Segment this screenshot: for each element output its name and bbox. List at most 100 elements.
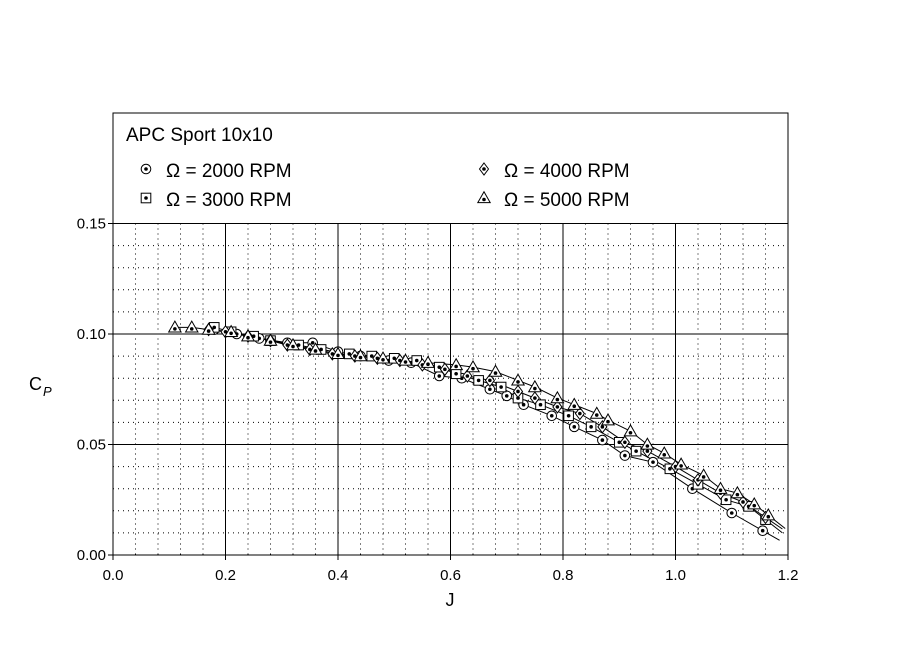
data-point-square: [720, 494, 732, 506]
legend-marker-diamond: [478, 162, 490, 176]
marker-outline: [285, 337, 301, 351]
y-tick-label: 0.00: [77, 547, 106, 564]
axis-ticks: 0.0 0.2 0.4 0.6 0.8 1.0 1.2 0.00 0.05 0.10 0.15: [77, 216, 799, 585]
data-point-triangle: [375, 351, 391, 364]
marker-outline: [398, 353, 413, 366]
data-point-square: [535, 399, 546, 411]
data-point-circle: [484, 383, 496, 395]
marker-center-dot: [336, 353, 340, 358]
legend-label: Ω = 5000 RPM: [504, 190, 630, 211]
marker-center-dot: [476, 378, 481, 383]
data-point-circle: [726, 507, 738, 519]
data-point-diamond: [574, 406, 585, 421]
marker-center-dot: [144, 196, 148, 200]
marker-outline: [201, 322, 216, 335]
data-point-triangle: [449, 357, 464, 371]
marker-outline: [330, 346, 346, 360]
data-point-circle: [501, 390, 513, 402]
marker-center-dot: [482, 197, 486, 202]
x-tick-label: 0.2: [215, 567, 236, 584]
marker-center-dot: [752, 503, 757, 508]
data-point-diamond: [439, 362, 450, 377]
data-point-triangle: [465, 359, 481, 373]
x-tick-label: 0.6: [440, 567, 461, 584]
data-point-square: [473, 375, 484, 386]
marker-center-dot: [634, 449, 638, 453]
marker-outline: [308, 342, 323, 355]
data-point-triangle: [761, 508, 776, 521]
data-point-diamond: [552, 400, 563, 414]
marker-center-dot: [414, 358, 419, 363]
legend-label: Ω = 3000 RPM: [166, 190, 292, 211]
marker-center-dot: [308, 347, 312, 352]
data-point-square: [630, 445, 642, 457]
data-point-triangle: [567, 397, 582, 410]
data-point-circle: [568, 421, 580, 433]
marker-center-dot: [724, 497, 728, 502]
marker-outline: [640, 437, 655, 450]
data-point-triangle: [510, 373, 526, 386]
x-tick-label: 0.8: [553, 567, 574, 584]
legend: APC Sport 10x10 Ω = 2000 RPM Ω = 3000 RPM…: [126, 125, 630, 211]
marker-outline: [623, 424, 638, 437]
marker-center-dot: [566, 413, 571, 418]
marker-center-dot: [173, 327, 177, 331]
marker-center-dot: [628, 430, 633, 435]
marker-outline: [527, 379, 542, 393]
data-point-circle: [619, 450, 631, 461]
data-point-triangle: [398, 353, 413, 366]
data-point-triangle: [353, 348, 368, 362]
marker-center-dot: [533, 386, 537, 391]
data-point-square: [664, 463, 676, 475]
y-axis-label-subscript: P: [43, 384, 52, 399]
marker-center-dot: [443, 367, 447, 372]
marker-center-dot: [662, 453, 667, 457]
marker-center-dot: [358, 355, 363, 360]
marker-center-dot: [572, 404, 577, 409]
data-point-triangle: [240, 329, 256, 342]
marker-center-dot: [735, 492, 740, 497]
marker-center-dot: [679, 464, 683, 468]
data-point-triangle: [330, 346, 346, 360]
data-point-triangle: [184, 320, 199, 333]
data-point-triangle: [674, 457, 689, 470]
data-point-triangle: [308, 342, 323, 355]
marker-center-dot: [701, 475, 706, 479]
data-point-triangle: [263, 333, 278, 346]
marker-center-dot: [251, 334, 256, 339]
chart-title: APC Sport 10x10: [126, 125, 273, 146]
data-point-triangle: [600, 412, 616, 426]
marker-center-dot: [310, 341, 315, 345]
series-line-triangle: [174, 326, 786, 529]
marker-outline: [600, 412, 616, 426]
legend-label: Ω = 2000 RPM: [166, 161, 292, 182]
data-point-triangle: [589, 406, 604, 419]
data-point-triangle: [747, 496, 762, 510]
data-point-circle: [647, 456, 659, 468]
marker-center-dot: [313, 349, 318, 353]
marker-center-dot: [398, 358, 402, 363]
marker-center-dot: [189, 327, 194, 331]
data-point-diamond: [619, 435, 630, 450]
data-point-square: [585, 421, 597, 433]
data-point-diamond: [737, 495, 749, 509]
data-point-circle: [433, 370, 445, 382]
x-tick-label: 0.0: [103, 567, 124, 584]
marker-outline: [747, 496, 762, 510]
marker-center-dot: [353, 354, 357, 358]
marker-center-dot: [572, 425, 577, 429]
data-point-diamond: [484, 373, 495, 388]
marker-outline: [449, 357, 464, 371]
x-tick-label: 0.4: [328, 567, 349, 584]
data-point-diamond: [529, 391, 540, 405]
marker-center-dot: [212, 325, 217, 330]
marker-outline: [567, 397, 582, 410]
marker-center-dot: [600, 438, 605, 442]
marker-center-dot: [482, 167, 486, 171]
marker-outline: [465, 359, 481, 373]
marker-center-dot: [516, 380, 520, 384]
marker-center-dot: [549, 413, 554, 418]
data-point-triangle: [657, 446, 672, 459]
marker-outline: [476, 190, 492, 204]
y-axis-label: CP: [29, 374, 52, 399]
